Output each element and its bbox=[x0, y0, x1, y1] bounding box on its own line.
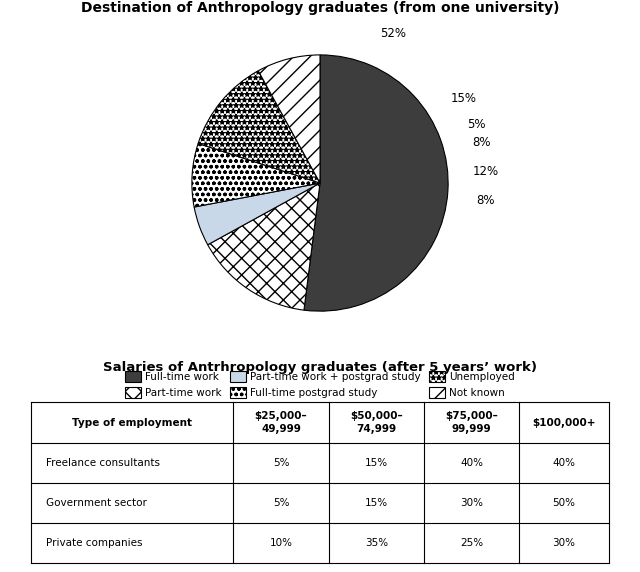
Text: Salaries of Antrhropology graduates (after 5 years’ work): Salaries of Antrhropology graduates (aft… bbox=[103, 361, 537, 374]
Text: 15%: 15% bbox=[365, 498, 388, 508]
Text: 40%: 40% bbox=[552, 458, 575, 468]
Wedge shape bbox=[304, 55, 448, 311]
Wedge shape bbox=[194, 183, 320, 245]
Text: $75,000–
99,999: $75,000– 99,999 bbox=[445, 411, 498, 434]
Text: 30%: 30% bbox=[552, 538, 575, 548]
Wedge shape bbox=[259, 55, 320, 183]
Text: 12%: 12% bbox=[473, 165, 499, 178]
Text: $25,000–
49,999: $25,000– 49,999 bbox=[255, 411, 307, 434]
Wedge shape bbox=[192, 144, 320, 207]
Text: 8%: 8% bbox=[476, 194, 495, 207]
Text: Freelance consultants: Freelance consultants bbox=[46, 458, 160, 468]
Text: $50,000–
74,999: $50,000– 74,999 bbox=[350, 411, 403, 434]
Text: 10%: 10% bbox=[269, 538, 292, 548]
Wedge shape bbox=[208, 183, 320, 310]
Text: Type of employment: Type of employment bbox=[72, 418, 192, 427]
Text: 15%: 15% bbox=[451, 92, 477, 105]
Text: 40%: 40% bbox=[460, 458, 483, 468]
Text: 50%: 50% bbox=[552, 498, 575, 508]
Text: $100,000+: $100,000+ bbox=[532, 418, 596, 427]
Title: Destination of Anthropology graduates (from one university): Destination of Anthropology graduates (f… bbox=[81, 1, 559, 15]
Text: 8%: 8% bbox=[472, 136, 491, 149]
Text: 5%: 5% bbox=[273, 498, 289, 508]
Wedge shape bbox=[198, 71, 320, 183]
Text: Government sector: Government sector bbox=[46, 498, 147, 508]
Text: 30%: 30% bbox=[460, 498, 483, 508]
Text: 35%: 35% bbox=[365, 538, 388, 548]
Text: 25%: 25% bbox=[460, 538, 483, 548]
Text: Private companies: Private companies bbox=[46, 538, 143, 548]
Text: 5%: 5% bbox=[273, 458, 289, 468]
Text: 52%: 52% bbox=[380, 27, 406, 40]
Legend: Full-time work, Part-time work, Part-time work + postgrad study, Full-time postg: Full-time work, Part-time work, Part-tim… bbox=[122, 367, 518, 402]
Text: 5%: 5% bbox=[467, 118, 485, 131]
Text: 15%: 15% bbox=[365, 458, 388, 468]
